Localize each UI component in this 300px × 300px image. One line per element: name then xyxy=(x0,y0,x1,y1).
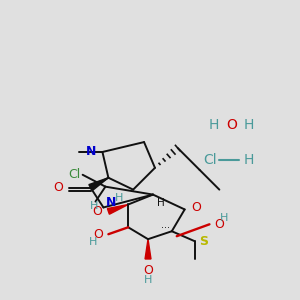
Text: H: H xyxy=(220,213,229,224)
Text: N: N xyxy=(86,146,97,158)
Text: S: S xyxy=(200,235,208,248)
Text: H: H xyxy=(243,153,254,167)
Text: Cl: Cl xyxy=(68,168,81,181)
Text: H: H xyxy=(157,197,165,208)
Text: ···: ··· xyxy=(161,223,170,233)
Text: O: O xyxy=(192,201,202,214)
Text: H: H xyxy=(209,118,219,132)
Polygon shape xyxy=(145,239,151,259)
Text: H: H xyxy=(243,118,254,132)
Text: O: O xyxy=(143,264,153,277)
Text: O: O xyxy=(53,181,63,194)
Text: H: H xyxy=(144,275,152,285)
Text: H: H xyxy=(89,237,98,247)
Text: O: O xyxy=(214,218,224,231)
Polygon shape xyxy=(107,205,128,214)
Text: O: O xyxy=(94,228,103,241)
Text: H: H xyxy=(90,202,99,212)
Text: O: O xyxy=(226,118,237,132)
Text: O: O xyxy=(93,205,102,218)
Polygon shape xyxy=(89,178,108,191)
Text: N: N xyxy=(105,196,116,209)
Text: Cl: Cl xyxy=(204,153,218,167)
Text: H: H xyxy=(115,193,124,202)
